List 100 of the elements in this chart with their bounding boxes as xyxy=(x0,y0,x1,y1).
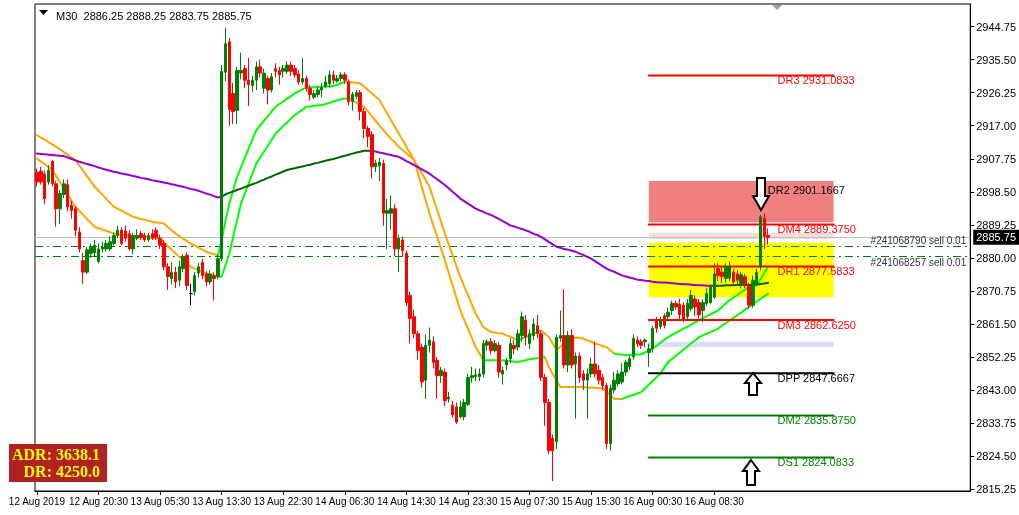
x-tick-label: 16 Aug 08:30 xyxy=(684,495,745,507)
candlestick xyxy=(339,71,343,82)
candlestick xyxy=(505,357,508,371)
candlestick xyxy=(512,339,516,355)
candlestick xyxy=(185,252,189,291)
x-tick-label: 16 Aug 00:30 xyxy=(623,495,683,507)
y-tick-label: 2815.25 xyxy=(976,483,1016,496)
candlestick xyxy=(143,232,146,243)
x-tick-label: 14 Aug 14:30 xyxy=(376,495,437,507)
candlestick xyxy=(639,338,643,350)
candlestick xyxy=(335,74,339,84)
candlestick xyxy=(258,59,262,79)
candlestick xyxy=(351,91,354,112)
candlestick xyxy=(724,262,728,284)
ref-line-label: #241068790 sell 0.01 xyxy=(870,234,967,246)
candlestick xyxy=(128,229,131,252)
candlestick xyxy=(562,288,566,370)
candlestick xyxy=(497,341,501,378)
candlestick xyxy=(120,227,123,246)
candlestick xyxy=(289,60,293,77)
candlestick xyxy=(370,130,374,179)
y-tick-label: 2907.75 xyxy=(976,152,1016,165)
series-label: DM2 2835.8750 xyxy=(777,414,856,427)
x-tick-label: 12 Aug 2019 xyxy=(8,495,66,507)
candlestick xyxy=(636,335,639,348)
series-label: DM4 2889.3750 xyxy=(777,223,856,236)
y-tick-label: 2861.50 xyxy=(976,317,1016,330)
x-tick-label: 13 Aug 05:30 xyxy=(130,495,190,507)
annotation: ADR: 3638.1 xyxy=(11,446,100,463)
candlestick xyxy=(328,69,331,88)
candlestick xyxy=(501,366,504,386)
candlestick xyxy=(574,351,577,420)
candlestick xyxy=(255,60,258,91)
candlestick xyxy=(35,168,39,187)
y-tick-label: 2852.25 xyxy=(976,350,1016,363)
candlestick xyxy=(401,235,404,257)
candlestick xyxy=(739,271,743,289)
candlestick xyxy=(320,82,323,98)
x-tick-label: 13 Aug 13:30 xyxy=(192,495,252,507)
y-tick-label: 2889.25 xyxy=(976,218,1016,231)
candlestick xyxy=(382,159,385,227)
candlestick xyxy=(131,232,135,255)
y-tick-label: 2843.00 xyxy=(976,383,1016,396)
candlestick xyxy=(443,368,447,407)
candlestick xyxy=(278,66,281,86)
candlestick xyxy=(509,337,512,364)
candlestick xyxy=(266,75,270,105)
candlestick xyxy=(493,339,497,353)
x-tick-label: 12 Aug 20:30 xyxy=(69,495,129,507)
y-tick-label: 2824.50 xyxy=(976,450,1016,463)
candlestick xyxy=(659,316,662,330)
x-tick-label: 15 Aug 15:30 xyxy=(561,495,622,507)
y-tick-label: 2880.00 xyxy=(976,251,1016,264)
candlestick xyxy=(189,283,193,306)
candlestick xyxy=(285,60,289,75)
candlestick xyxy=(524,314,527,346)
candlestick xyxy=(447,391,450,403)
text: M30 2886.25 2888.25 2883.75 2885.75 xyxy=(56,9,252,22)
candlestick xyxy=(174,266,177,289)
candlestick xyxy=(455,401,458,425)
candlestick xyxy=(281,64,285,79)
candlestick xyxy=(482,339,485,378)
candlestick xyxy=(81,252,85,285)
candlestick xyxy=(489,337,493,355)
candlestick xyxy=(459,400,462,420)
candlestick xyxy=(270,72,273,94)
candlestick xyxy=(297,69,300,86)
candlestick xyxy=(139,230,143,241)
candlestick xyxy=(332,69,335,85)
candlestick xyxy=(193,271,196,296)
candlestick xyxy=(620,362,624,386)
candlestick xyxy=(736,269,739,286)
candlestick xyxy=(693,294,697,317)
line-series xyxy=(35,80,770,400)
candlestick xyxy=(393,203,397,257)
x-tick-label: 14 Aug 06:30 xyxy=(315,495,375,507)
candlestick xyxy=(151,228,154,241)
y-tick-label: 2944.75 xyxy=(976,20,1016,33)
series-label: DR3 2931.0833 xyxy=(777,74,855,87)
candlestick xyxy=(47,164,50,186)
annotation: DR: 4250.0 xyxy=(22,463,100,480)
candlestick xyxy=(316,85,320,98)
candlestick xyxy=(147,232,150,243)
y-tick-label: 2870.75 xyxy=(976,284,1016,297)
candlestick xyxy=(301,57,304,86)
x-tick-label: 14 Aug 23:30 xyxy=(438,495,498,507)
candlestick xyxy=(732,268,735,286)
candlestick xyxy=(566,330,570,373)
y-tick-label: 2935.50 xyxy=(976,53,1016,66)
candlestick xyxy=(43,169,46,205)
ref-line-label: 2885.75 xyxy=(976,231,1016,244)
candlestick xyxy=(228,37,231,127)
y-tick-label: 2898.50 xyxy=(976,185,1016,198)
candlestick xyxy=(212,271,216,302)
candlestick xyxy=(474,368,477,382)
candlestick xyxy=(197,262,200,278)
line-series xyxy=(35,97,770,357)
series-label: DS1 2824.0833 xyxy=(777,456,855,469)
candlestick xyxy=(208,269,212,286)
candlestick xyxy=(170,261,173,286)
